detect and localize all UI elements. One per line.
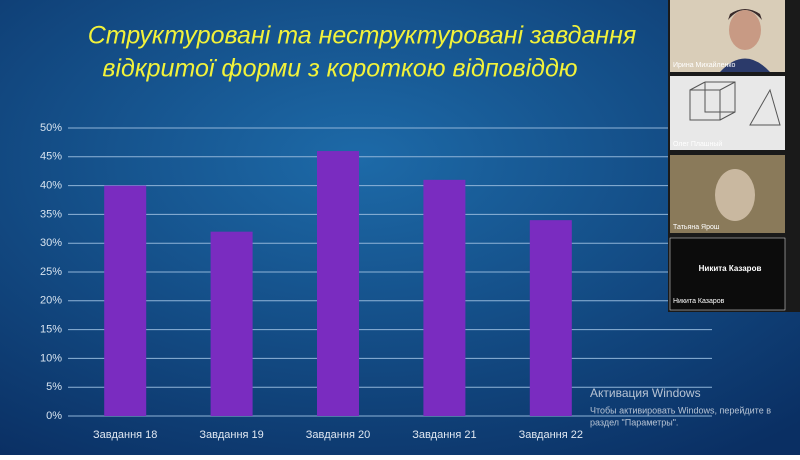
video-tile[interactable]	[670, 76, 785, 150]
x-tick-label: Завдання 18	[93, 429, 157, 441]
bar	[210, 231, 253, 416]
x-tick-label: Завдання 20	[306, 429, 370, 441]
whiteboard-drawing	[689, 81, 781, 126]
bar	[529, 220, 572, 416]
participant-panel: Ирина Михайленко Олег Плашный Татьяна Яр…	[668, 0, 800, 312]
y-tick-label: 35%	[40, 208, 62, 220]
y-tick-label: 20%	[40, 295, 62, 307]
y-tick-label: 10%	[40, 352, 62, 364]
y-tick-label: 50%	[40, 122, 62, 134]
y-tick-label: 40%	[40, 180, 62, 192]
plot: 0% 5% 10% 15% 20% 25% 30% 35% 40% 45% 50% Завдання …	[40, 122, 712, 441]
clothes	[720, 58, 770, 72]
video-tile[interactable]	[669, 237, 786, 311]
watermark-title: Активация Windows	[590, 386, 701, 400]
hair	[728, 9, 762, 20]
bar	[423, 179, 466, 416]
participant-name: Никита Казаров	[673, 298, 725, 305]
slide-title: відкритої форми з короткою відповіддю	[102, 55, 577, 83]
x-tick-label: Завдання 22	[519, 429, 583, 441]
bar	[317, 151, 359, 417]
video-tile[interactable]	[670, 0, 785, 72]
participant-center-name: Никита Казаров	[699, 264, 762, 273]
y-tick-label: 30%	[40, 237, 62, 249]
bar	[104, 185, 147, 416]
watermark-text: раздел "Параметры".	[590, 417, 678, 427]
person	[729, 10, 761, 50]
x-tick-label: Завдання 21	[412, 429, 476, 441]
y-tick-label: 15%	[40, 324, 62, 336]
participant-name: Татьяна Ярош	[673, 224, 720, 231]
y-tick-label: 25%	[40, 266, 62, 278]
slide-title: Структуровані та неструктуровані завданн…	[88, 22, 637, 50]
watermark: Активация Windows Чтобы активировать Win…	[590, 386, 771, 427]
y-tick-label: 5%	[46, 381, 62, 393]
person	[715, 169, 755, 221]
watermark-text: Чтобы активировать Windows, перейдите в	[590, 405, 771, 415]
participant-name: Ирина Михайленко	[673, 61, 735, 69]
y-tick-label: 45%	[40, 151, 62, 163]
participant-name: Олег Плашный	[673, 140, 722, 148]
y-tick-label: 0%	[46, 410, 62, 422]
x-tick-label: Завдання 19	[199, 429, 263, 441]
